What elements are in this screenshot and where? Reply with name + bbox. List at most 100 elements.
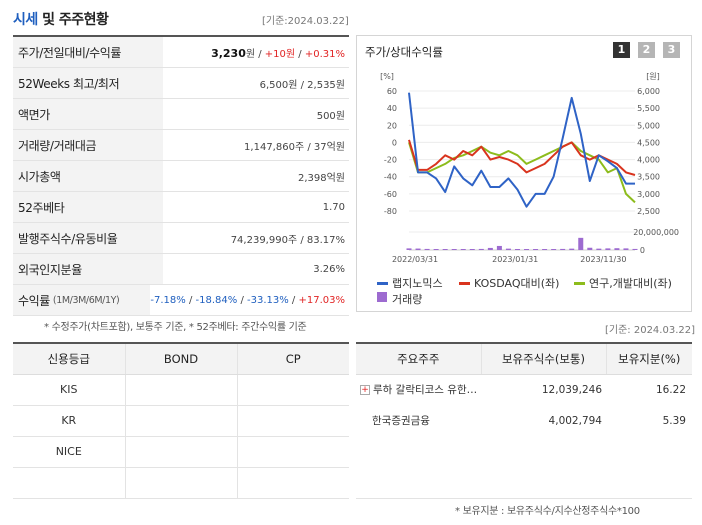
right-tick-label: 5,500 <box>637 104 660 113</box>
share-ratio: 16.22 <box>655 383 686 396</box>
left-tick-label: 40 <box>387 104 397 113</box>
volume-bar <box>578 237 584 250</box>
row-value: 500원 <box>316 110 345 122</box>
returns-row: 수익률 (1M/3M/6M/1Y) -7.18% / -18.84% / -33.… <box>13 285 349 316</box>
row-value: 3.26% <box>313 263 345 275</box>
table-row: 한국증권금융 4,002,794 5.39 <box>356 405 692 436</box>
volume-bar <box>469 249 475 250</box>
cp-rating <box>236 436 349 468</box>
legend-rnd: 연구,개발대비(좌) <box>589 277 672 290</box>
par-value-row: 액면가 500원 <box>13 99 349 130</box>
table-row: + 루하 갈락티코스 유한… 12,039,246 16.22 <box>356 374 692 405</box>
cp-rating <box>236 374 349 406</box>
legend-kosdaq: KOSDAQ대비(좌) <box>474 277 560 290</box>
volume-bar <box>551 249 557 250</box>
shareholder-note: * 보유지분 : 보유주식수/지수산정주식수*100 <box>455 506 640 517</box>
chart-grid <box>409 90 635 251</box>
bond-rating <box>124 405 237 437</box>
section-title-rest: 및 주주현황 <box>37 12 109 28</box>
row-label: 52Weeks 최고/최저 <box>13 68 163 98</box>
table-row <box>13 467 349 499</box>
share-ratio: 5.39 <box>662 414 686 427</box>
volume-bar <box>623 248 629 250</box>
price-value: 3,230원 / +10원 / +0.31% <box>163 45 349 60</box>
volume-bar <box>424 248 430 250</box>
x-tick-label: 2023/01/31 <box>492 255 538 264</box>
return-1y: +17.03% <box>298 294 345 306</box>
volume-bar <box>560 248 566 250</box>
stock-price-line <box>408 92 635 208</box>
change-rate: +0.31% <box>304 48 345 60</box>
price-change: +10원 <box>264 48 296 60</box>
left-tick-label: -80 <box>384 207 397 216</box>
row-label: 수익률 (1M/3M/6M/1Y) <box>13 285 151 315</box>
legend-stock: 랩지노믹스 <box>392 277 443 290</box>
col-cp: CP <box>236 342 349 375</box>
expand-icon[interactable]: + <box>360 385 370 396</box>
right-axis-unit: [원] <box>646 72 660 81</box>
separator: / <box>295 48 305 60</box>
chart-page-3-button[interactable]: 3 <box>663 42 680 58</box>
right-axis: 6,000 5,500 5,000 4,500 4,000 3,500 3,000 2,500 <box>637 87 660 216</box>
row-label: 시가총액 <box>13 161 163 191</box>
right-tick-label: 4,500 <box>637 138 660 147</box>
col-rating: 신용등급 <box>13 342 125 375</box>
row-label: 거래량/거래대금 <box>13 130 163 160</box>
returns-periods: (1M/3M/6M/1Y) <box>52 294 120 306</box>
chart-page-1-button[interactable]: 1 <box>613 42 630 58</box>
agency-name <box>13 467 125 499</box>
volume-bar <box>415 248 421 250</box>
volume-bar <box>505 248 511 250</box>
bond-rating <box>124 467 237 499</box>
left-tick-label: -40 <box>384 173 397 182</box>
volume-bar <box>569 248 575 250</box>
chart-page-2-button[interactable]: 2 <box>638 42 655 58</box>
base-date: [기준:2024.03.22] <box>262 16 349 27</box>
legend-swatch-kosdaq <box>459 282 470 285</box>
volume-bar <box>632 248 638 250</box>
left-tick-label: -60 <box>384 190 397 199</box>
row-label: 52주베타 <box>13 192 163 222</box>
volume-bar <box>442 249 448 250</box>
x-tick-label: 2023/11/30 <box>580 255 626 264</box>
left-tick-label: 20 <box>387 121 397 130</box>
current-price: 3,230 <box>211 46 246 60</box>
left-tick-label: 0 <box>392 138 397 147</box>
table-row: KR <box>13 405 349 437</box>
credit-rating-table: 신용등급 BOND CP KIS KR NICE <box>13 342 349 499</box>
volume-tick-label: 0 <box>640 246 645 255</box>
row-value: 1.70 <box>322 201 345 213</box>
col-shareholder: 주요주주 <box>356 342 481 375</box>
row-label: 액면가 <box>13 99 163 129</box>
volume-row: 거래량/거래대금 1,147,860주 / 37억원 <box>13 130 349 161</box>
chart-lines <box>408 92 636 208</box>
cp-rating <box>236 405 349 437</box>
cp-rating <box>236 467 349 499</box>
volume-axis: 20,000,000 0 <box>633 228 679 255</box>
volume-bar <box>478 248 484 250</box>
return-1m: -7.18% <box>150 294 186 306</box>
volume-bar <box>596 248 602 250</box>
right-tick-label: 3,000 <box>637 190 660 199</box>
shares-held: 4,002,794 <box>548 414 602 427</box>
legend-swatch-stock <box>377 282 388 285</box>
volume-bar <box>406 248 412 250</box>
returns-value: -7.18% / -18.84% / -33.13% / +17.03% <box>150 294 345 306</box>
section-title: 시세 및 주주현황 <box>13 9 109 29</box>
chart-svg: [%] [원] 60 40 20 0 -20 -40 -60 -80 6,000 5,500 5,… <box>380 72 679 264</box>
shareholder-name[interactable]: 루하 갈락티코스 유한… <box>373 384 478 397</box>
volume-bar <box>451 249 457 250</box>
volume-bar <box>524 249 530 250</box>
shares-row: 발행주식수/유동비율 74,239,990주 / 83.17% <box>13 223 349 254</box>
row-label: 발행주식수/유동비율 <box>13 223 163 253</box>
legend-volume: 거래량 <box>392 293 423 306</box>
volume-bar <box>542 249 548 250</box>
volume-bar <box>614 248 620 250</box>
left-axis: 60 40 20 0 -20 -40 -60 -80 <box>384 87 397 216</box>
right-tick-label: 3,500 <box>637 173 660 182</box>
row-value: 1,147,860주 / 37억원 <box>244 141 345 153</box>
kosdaq-relative-line <box>408 139 636 176</box>
row-label: 외국인지분율 <box>13 254 163 284</box>
volume-bar <box>587 247 593 250</box>
bond-rating <box>124 436 237 468</box>
